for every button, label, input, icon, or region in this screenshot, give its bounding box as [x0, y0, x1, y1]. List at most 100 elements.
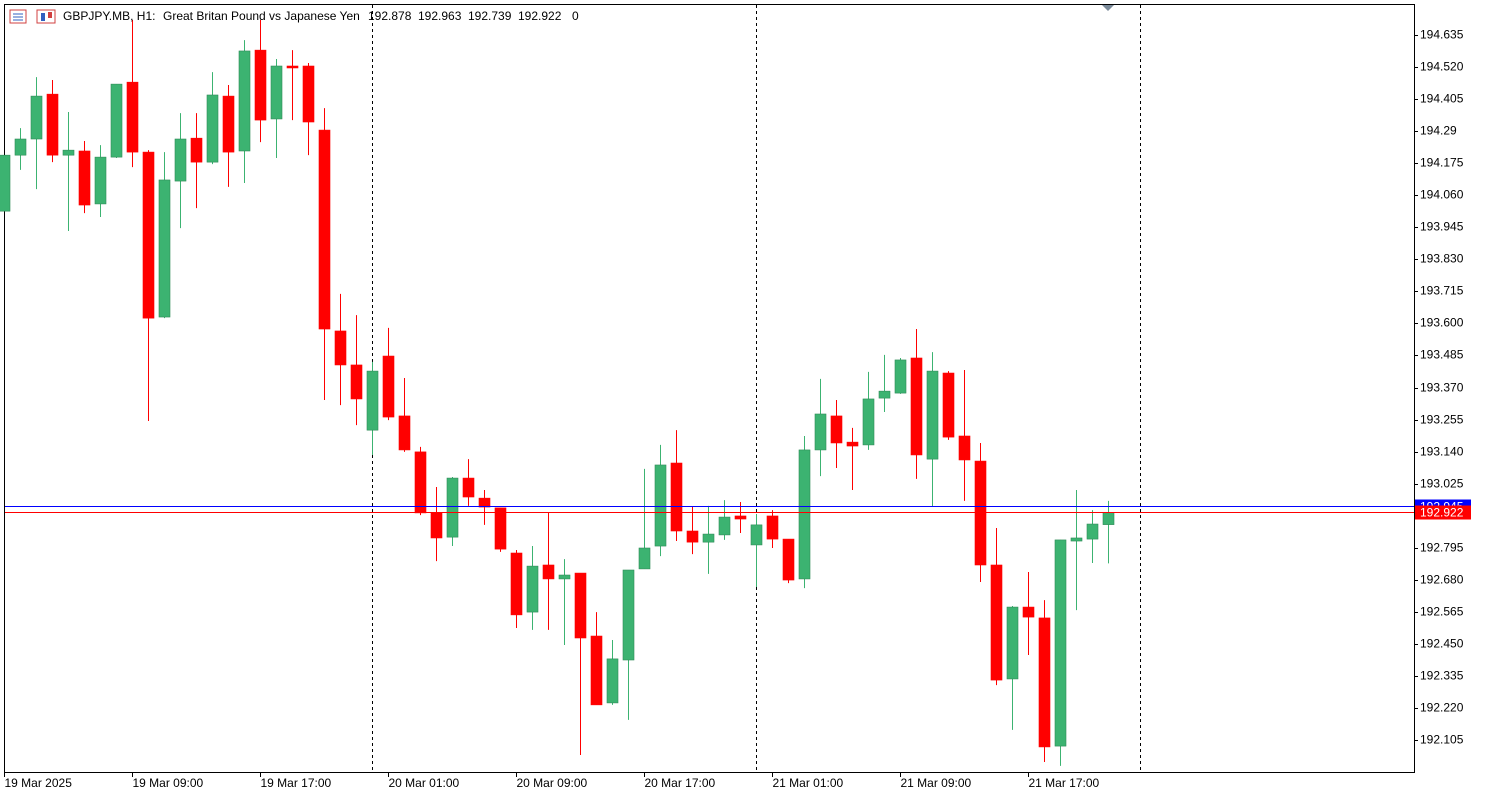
candle-body: [1022, 606, 1035, 618]
candle-body: [702, 533, 715, 543]
candle-body: [446, 477, 459, 538]
x-tick-label: 20 Mar 09:00: [517, 776, 588, 790]
candle-body: [318, 129, 331, 330]
candle-body: [110, 83, 123, 158]
icon: [36, 9, 56, 24]
candle-body: [174, 138, 187, 182]
candle-body: [1006, 606, 1019, 680]
candle-body: [510, 552, 523, 616]
candle-body: [206, 94, 219, 163]
candle-body: [558, 574, 571, 580]
candle-body: [14, 138, 27, 156]
candle-body: [398, 415, 411, 451]
candle-body: [830, 415, 843, 444]
high-value: 192.963: [418, 9, 462, 23]
candle-body: [478, 497, 491, 508]
candle-body: [638, 547, 651, 570]
candle-body: [542, 564, 555, 580]
y-tick-label: 192.795: [1420, 541, 1464, 555]
candle-body: [734, 515, 747, 520]
y-tick-label: 194.520: [1420, 60, 1464, 74]
x-tick-label: 19 Mar 2025: [5, 776, 73, 790]
candle-body: [974, 460, 987, 566]
x-tick-label: 19 Mar 09:00: [133, 776, 204, 790]
candle-body: [254, 49, 267, 121]
description: Great Britan Pound vs Japanese Yen: [163, 9, 360, 23]
candle-body: [878, 390, 891, 399]
plot-area: [0, 20, 1115, 766]
x-tick-label: 20 Mar 01:00: [389, 776, 460, 790]
icon-bar: [48, 12, 52, 18]
candle-body: [622, 569, 635, 661]
candle-body: [190, 137, 203, 163]
candle-body: [1038, 617, 1051, 748]
candle-body: [158, 179, 171, 318]
candle-body: [350, 364, 363, 400]
candle-body: [846, 441, 859, 447]
icon-bar: [41, 13, 45, 21]
candle-body: [654, 464, 667, 547]
close-value: 192.922: [518, 9, 562, 23]
candle-body: [78, 150, 91, 206]
low-value: 192.739: [468, 9, 512, 23]
x-tick-label: 21 Mar 17:00: [1029, 776, 1100, 790]
candle-body: [286, 65, 299, 69]
candle-body: [382, 355, 395, 418]
x-tick-label: 20 Mar 17:00: [645, 776, 716, 790]
x-tick-label: 21 Mar 01:00: [773, 776, 844, 790]
y-tick-label: 193.255: [1420, 413, 1464, 427]
symbol: GBPJPY.MB, H1:: [63, 9, 155, 23]
y-tick-label: 193.485: [1420, 348, 1464, 362]
candle-body: [62, 149, 75, 156]
y-tick-label: 193.600: [1420, 316, 1464, 330]
y-tick-label: 193.025: [1420, 477, 1464, 491]
open-value: 192.878: [368, 9, 412, 23]
candle-body: [942, 372, 955, 438]
y-tick-label: 192.565: [1420, 605, 1464, 619]
x-tick-label: 19 Mar 17:00: [261, 776, 332, 790]
y-tick-label: 193.945: [1420, 220, 1464, 234]
y-tick-label: 192.680: [1420, 573, 1464, 587]
candle-body: [302, 65, 315, 123]
candle-body: [686, 530, 699, 543]
candle-body: [142, 151, 155, 319]
y-tick-label: 194.635: [1420, 28, 1464, 42]
candle-body: [990, 564, 1003, 681]
candle-body: [606, 658, 619, 704]
candle-body: [238, 50, 251, 152]
candle-body: [126, 81, 139, 153]
candle-body: [430, 512, 443, 539]
candle-body: [574, 572, 587, 639]
header: GBPJPY.MB, H1: Great Britan Pound vs Jap…: [9, 9, 579, 24]
candle-body: [958, 435, 971, 461]
candle-body: [766, 515, 779, 540]
candle-body: [1054, 539, 1067, 747]
y-tick-label: 192.335: [1420, 669, 1464, 683]
candle-body: [366, 370, 379, 431]
candle-body: [222, 95, 235, 153]
candle-body: [718, 516, 731, 536]
candle-body: [494, 507, 507, 550]
candle-body: [798, 449, 811, 580]
y-tick-label: 192.450: [1420, 637, 1464, 651]
y-tick-label: 194.175: [1420, 156, 1464, 170]
candle-body: [862, 398, 875, 446]
y-tick-label: 194.060: [1420, 188, 1464, 202]
y-tick-label: 192.220: [1420, 701, 1464, 715]
candle-body: [94, 156, 107, 205]
candle-body: [590, 635, 603, 706]
candle-body: [30, 95, 43, 140]
y-tick-label: 194.29: [1420, 124, 1457, 138]
price-label: 192.922: [1420, 506, 1464, 520]
candle-body: [334, 330, 347, 366]
y-tick-label: 193.370: [1420, 381, 1464, 395]
y-tick-label: 193.715: [1420, 284, 1464, 298]
candle-body: [750, 524, 763, 546]
candle-body: [894, 359, 907, 394]
candle-body: [1086, 523, 1099, 540]
candle-body: [926, 370, 939, 460]
candle-body: [462, 477, 475, 498]
candle-body: [0, 154, 11, 212]
